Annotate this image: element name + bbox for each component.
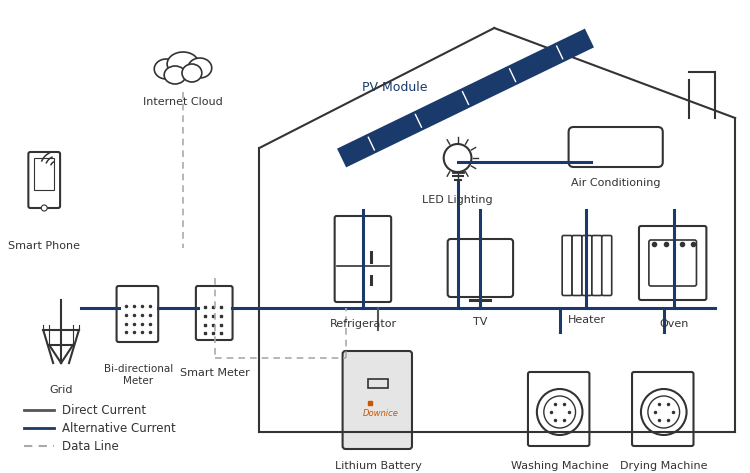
FancyBboxPatch shape (334, 216, 392, 302)
Bar (34, 158, 54, 190)
FancyBboxPatch shape (448, 239, 513, 297)
Ellipse shape (167, 52, 199, 76)
FancyBboxPatch shape (602, 236, 612, 296)
FancyBboxPatch shape (568, 127, 663, 167)
Circle shape (537, 389, 583, 435)
Ellipse shape (188, 58, 211, 78)
Text: Direct Current: Direct Current (62, 403, 146, 417)
FancyBboxPatch shape (572, 236, 582, 296)
Text: Lithium Battery: Lithium Battery (334, 461, 422, 471)
FancyBboxPatch shape (116, 286, 158, 342)
Text: Internet Cloud: Internet Cloud (143, 97, 223, 107)
Text: Heater: Heater (568, 315, 605, 325)
Text: Data Line: Data Line (62, 439, 118, 453)
Text: Smart Meter: Smart Meter (180, 368, 250, 378)
FancyBboxPatch shape (562, 236, 572, 296)
Circle shape (41, 205, 47, 211)
Circle shape (544, 396, 575, 428)
FancyBboxPatch shape (196, 286, 232, 340)
Text: Bi-directional
Meter: Bi-directional Meter (104, 364, 173, 386)
FancyBboxPatch shape (592, 236, 602, 296)
Text: Smart Phone: Smart Phone (8, 241, 80, 251)
FancyBboxPatch shape (639, 226, 706, 300)
Ellipse shape (154, 59, 178, 79)
Ellipse shape (182, 64, 202, 82)
FancyBboxPatch shape (632, 372, 694, 446)
Text: TV: TV (473, 317, 488, 327)
Bar (368, 379, 388, 388)
FancyBboxPatch shape (28, 152, 60, 208)
FancyBboxPatch shape (528, 372, 590, 446)
Text: PV Module: PV Module (362, 81, 428, 95)
Text: LED Lighting: LED Lighting (422, 195, 493, 205)
Circle shape (444, 144, 472, 172)
Text: Downice: Downice (362, 409, 398, 418)
Ellipse shape (164, 66, 186, 84)
Text: Air Conditioning: Air Conditioning (572, 178, 661, 188)
FancyBboxPatch shape (582, 236, 592, 296)
Circle shape (648, 396, 680, 428)
FancyBboxPatch shape (343, 351, 412, 449)
Text: Grid: Grid (50, 385, 73, 395)
Text: Alternative Current: Alternative Current (62, 421, 176, 435)
Circle shape (641, 389, 686, 435)
FancyBboxPatch shape (649, 240, 697, 286)
Text: Washing Machine: Washing Machine (511, 461, 608, 471)
Text: Refrigerator: Refrigerator (330, 319, 397, 329)
Text: Drying Machine: Drying Machine (620, 461, 707, 471)
Text: Oven: Oven (659, 319, 688, 329)
